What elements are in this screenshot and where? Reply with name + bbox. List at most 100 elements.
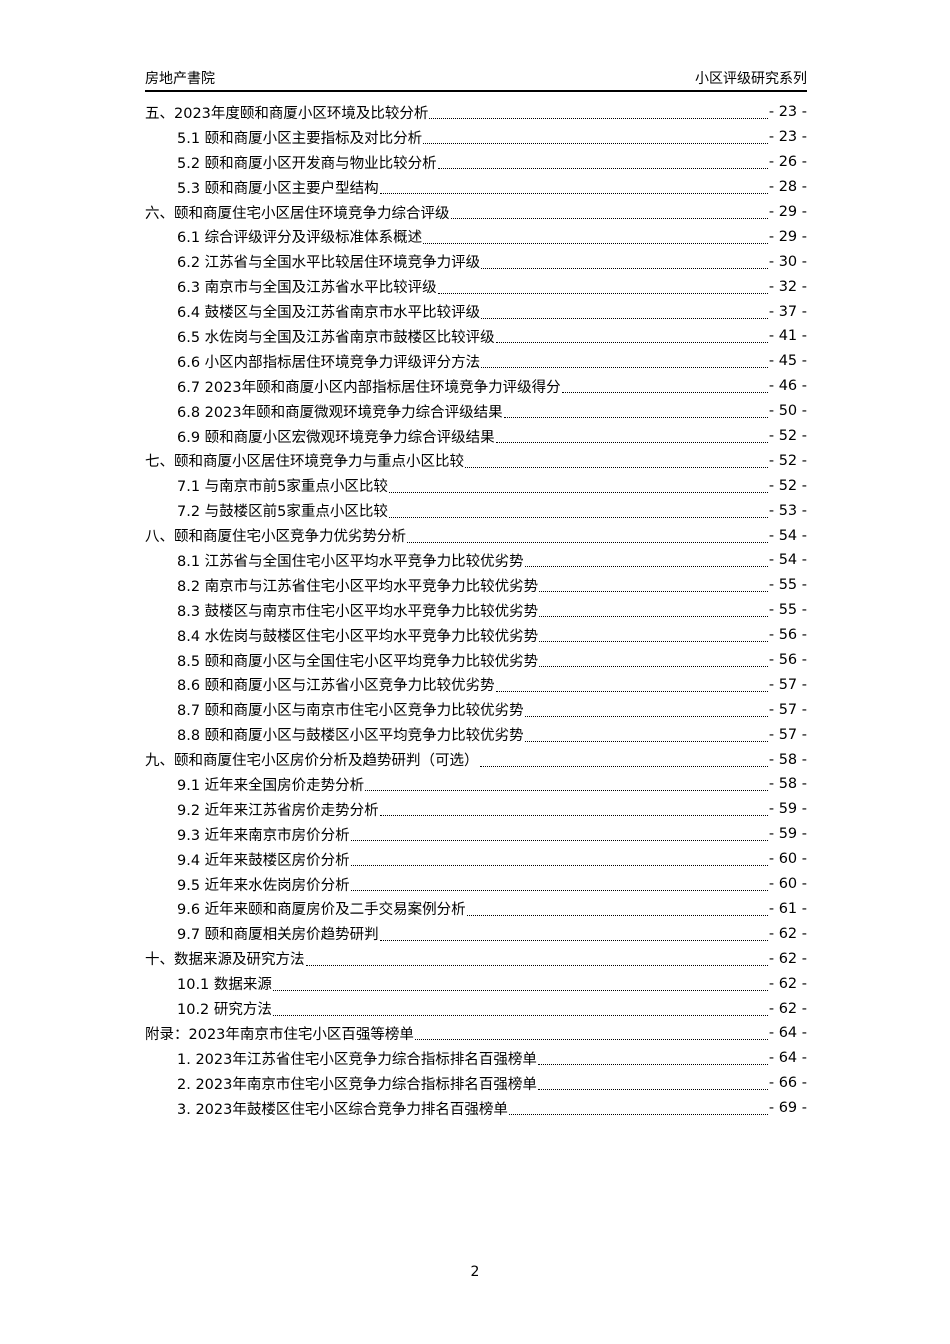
toc-entry[interactable]: 5.1 颐和商厦小区主要指标及对比分析 - 23 - — [145, 125, 807, 150]
dot-leader — [379, 814, 768, 817]
dot-leader — [379, 192, 768, 195]
toc-entry-title: 9.5 近年来水佐岗房价分析 — [177, 877, 350, 894]
dot-leader — [379, 939, 768, 941]
toc-entry[interactable]: 10.1 数据来源 - 62 - — [145, 971, 807, 996]
toc-entry-title: 2. 2023年南京市住宅小区竞争力综合指标排名百强榜单 — [177, 1076, 537, 1093]
dot-leader — [437, 292, 768, 294]
toc-entry-page: - 62 - — [768, 1000, 807, 1017]
toc-entry[interactable]: 6.8 2023年颐和商厦微观环境竞争力综合评级结果 - 50 - — [145, 399, 807, 424]
dot-leader — [365, 789, 768, 792]
dot-leader — [539, 590, 768, 593]
toc-entry-title: 9.4 近年来鼓楼区房价分析 — [177, 852, 350, 869]
toc-entry[interactable]: 八、颐和商厦住宅小区竞争力优劣势分析 - 54 - — [145, 523, 807, 548]
dot-leader — [437, 167, 768, 170]
toc-entry-page: - 26 - — [768, 154, 807, 171]
toc-entry[interactable]: 6.1 综合评级评分及评级标准体系概述 - 29 - — [145, 224, 807, 249]
toc-entry[interactable]: 7.1 与南京市前5家重点小区比较 - 52 - — [145, 473, 807, 498]
toc-entry[interactable]: 1. 2023年江苏省住宅小区竞争力综合指标排名百强榜单 - 64 - — [145, 1046, 807, 1071]
toc-entry-page: - 52 - — [768, 428, 807, 445]
toc-entry-title: 6.3 南京市与全国及江苏省水平比较评级 — [177, 280, 437, 297]
toc-entry[interactable]: 8.7 颐和商厦小区与南京市住宅小区竞争力比较优劣势 - 57 - — [145, 697, 807, 722]
toc-entry-title: 8.5 颐和商厦小区与全国住宅小区平均竞争力比较优劣势 — [177, 653, 539, 670]
toc-entry[interactable]: 2. 2023年南京市住宅小区竞争力综合指标排名百强榜单 - 66 - — [145, 1071, 807, 1096]
toc-entry-title: 五、2023年度颐和商厦小区环境及比较分析 — [145, 105, 429, 122]
toc-entry[interactable]: 6.2 江苏省与全国水平比较居住环境竞争力评级 - 30 - — [145, 249, 807, 274]
toc-entry[interactable]: 9.7 颐和商厦相关房价趋势研判 - 62 - — [145, 921, 807, 946]
toc-entry[interactable]: 6.4 鼓楼区与全国及江苏省南京市水平比较评级 - 37 - — [145, 299, 807, 324]
toc-entry-title: 7.2 与鼓楼区前5家重点小区比较 — [177, 504, 388, 521]
dot-leader — [423, 142, 768, 145]
toc-entry[interactable]: 6.9 颐和商厦小区宏微观环境竞争力综合评级结果 - 52 - — [145, 424, 807, 449]
toc-entry-title: 10.2 研究方法 — [177, 1002, 272, 1018]
toc-entry[interactable]: 7.2 与鼓楼区前5家重点小区比较 - 53 - — [145, 498, 807, 523]
toc-entry-page: - 60 - — [768, 851, 807, 868]
header-right: 小区评级研究系列 — [695, 71, 807, 87]
toc-entry[interactable]: 9.3 近年来南京市房价分析 - 59 - — [145, 822, 807, 847]
toc-entry[interactable]: 6.6 小区内部指标居住环境竞争力评级评分方法 - 45 - — [145, 349, 807, 374]
toc-entry-page: - 56 - — [768, 652, 807, 669]
toc-entry-page: - 64 - — [768, 1025, 807, 1042]
toc-entry[interactable]: 九、颐和商厦住宅小区房价分析及趋势研判（可选） - 58 - — [145, 747, 807, 772]
toc-entry[interactable]: 9.2 近年来江苏省房价走势分析 - 59 - — [145, 797, 807, 822]
dot-leader — [539, 665, 768, 668]
dot-leader — [350, 889, 768, 892]
toc-entry-page: - 62 - — [768, 975, 807, 992]
dot-leader — [503, 416, 768, 419]
dot-leader — [465, 466, 768, 468]
toc-entry-title: 6.1 综合评级评分及评级标准体系概述 — [177, 230, 423, 247]
toc-entry[interactable]: 8.3 鼓楼区与南京市住宅小区平均水平竞争力比较优劣势 - 55 - — [145, 598, 807, 623]
toc-entry[interactable]: 七、颐和商厦小区居住环境竞争力与重点小区比较 - 52 - — [145, 448, 807, 473]
toc-entry[interactable]: 6.5 水佐岗与全国及江苏省南京市鼓楼区比较评级 - 41 - — [145, 324, 807, 349]
toc-entry[interactable]: 附录：2023年南京市住宅小区百强等榜单 - 64 - — [145, 1021, 807, 1046]
toc-entry-page: - 62 - — [768, 925, 807, 942]
toc-entry-title: 9.6 近年来颐和商厦房价及二手交易案例分析 — [177, 902, 466, 919]
toc-entry-title: 七、颐和商厦小区居住环境竞争力与重点小区比较 — [145, 454, 464, 471]
toc-entry-page: - 32 - — [768, 278, 807, 295]
toc-entry-page: - 29 - — [768, 228, 807, 245]
toc-entry[interactable]: 9.6 近年来颐和商厦房价及二手交易案例分析 - 61 - — [145, 897, 807, 922]
dot-leader — [407, 541, 768, 543]
toc-entry[interactable]: 8.5 颐和商厦小区与全国住宅小区平均竞争力比较优劣势 - 56 - — [145, 648, 807, 673]
toc-entry[interactable]: 9.5 近年来水佐岗房价分析 - 60 - — [145, 872, 807, 897]
toc-entry-title: 3. 2023年鼓楼区住宅小区综合竞争力排名百强榜单 — [177, 1101, 508, 1118]
page-number: 2 — [470, 1264, 480, 1280]
toc-entry[interactable]: 8.6 颐和商厦小区与江苏省小区竞争力比较优劣势 - 57 - — [145, 672, 807, 697]
toc-entry-page: - 23 - — [768, 104, 807, 121]
dot-leader — [495, 341, 768, 344]
toc-entry-title: 8.3 鼓楼区与南京市住宅小区平均水平竞争力比较优劣势 — [177, 603, 539, 620]
toc-entry-page: - 45 - — [768, 353, 807, 370]
toc-entry[interactable]: 十、数据来源及研究方法 - 62 - — [145, 946, 807, 971]
toc-entry-title: 5.2 颐和商厦小区开发商与物业比较分析 — [177, 155, 437, 172]
toc-entry[interactable]: 5.2 颐和商厦小区开发商与物业比较分析 - 26 - — [145, 150, 807, 175]
toc-entry[interactable]: 五、2023年度颐和商厦小区环境及比较分析 - 23 - — [145, 100, 807, 125]
toc-entry-title: 8.1 江苏省与全国住宅小区平均水平竞争力比较优劣势 — [177, 553, 524, 570]
dot-leader — [388, 491, 768, 493]
dot-leader — [481, 267, 768, 269]
toc-entry[interactable]: 6.3 南京市与全国及江苏省水平比较评级 - 32 - — [145, 274, 807, 299]
toc-entry[interactable]: 9.4 近年来鼓楼区房价分析 - 60 - — [145, 847, 807, 872]
toc-entry-title: 1. 2023年江苏省住宅小区竞争力综合指标排名百强榜单 — [177, 1051, 537, 1068]
toc-entry[interactable]: 5.3 颐和商厦小区主要户型结构 - 28 - — [145, 175, 807, 200]
toc-entry[interactable]: 8.4 水佐岗与鼓楼区住宅小区平均水平竞争力比较优劣势 - 56 - — [145, 623, 807, 648]
dot-leader — [537, 1063, 768, 1066]
page-header: 房地产書院 小区评级研究系列 — [145, 68, 807, 92]
dot-leader — [539, 615, 768, 618]
toc-entry-page: - 41 - — [768, 328, 807, 345]
dot-leader — [350, 864, 768, 867]
toc-entry[interactable]: 10.2 研究方法 - 62 - — [145, 996, 807, 1021]
dot-leader — [388, 516, 768, 518]
toc-entry[interactable]: 8.2 南京市与江苏省住宅小区平均水平竞争力比较优劣势 - 55 - — [145, 573, 807, 598]
toc-entry[interactable]: 3. 2023年鼓楼区住宅小区综合竞争力排名百强榜单 - 69 - — [145, 1096, 807, 1121]
toc-entry[interactable]: 9.1 近年来全国房价走势分析 - 58 - — [145, 772, 807, 797]
toc-entry[interactable]: 六、颐和商厦住宅小区居住环境竞争力综合评级 - 29 - — [145, 200, 807, 225]
toc-entry[interactable]: 6.7 2023年颐和商厦小区内部指标居住环境竞争力评级得分 - 46 - — [145, 374, 807, 399]
toc-entry-title: 9.2 近年来江苏省房价走势分析 — [177, 802, 379, 819]
toc-entry[interactable]: 8.1 江苏省与全国住宅小区平均水平竞争力比较优劣势 - 54 - — [145, 548, 807, 573]
toc-entry-page: - 37 - — [768, 303, 807, 320]
toc-entry-title: 6.5 水佐岗与全国及江苏省南京市鼓楼区比较评级 — [177, 329, 495, 346]
toc-entry[interactable]: 8.8 颐和商厦小区与鼓楼区小区平均竞争力比较优劣势 - 57 - — [145, 722, 807, 747]
toc-entry-title: 附录：2023年南京市住宅小区百强等榜单 — [145, 1026, 414, 1043]
dot-leader — [272, 1014, 768, 1016]
toc-entry-title: 9.1 近年来全国房价走势分析 — [177, 777, 365, 794]
dot-leader — [450, 217, 768, 219]
